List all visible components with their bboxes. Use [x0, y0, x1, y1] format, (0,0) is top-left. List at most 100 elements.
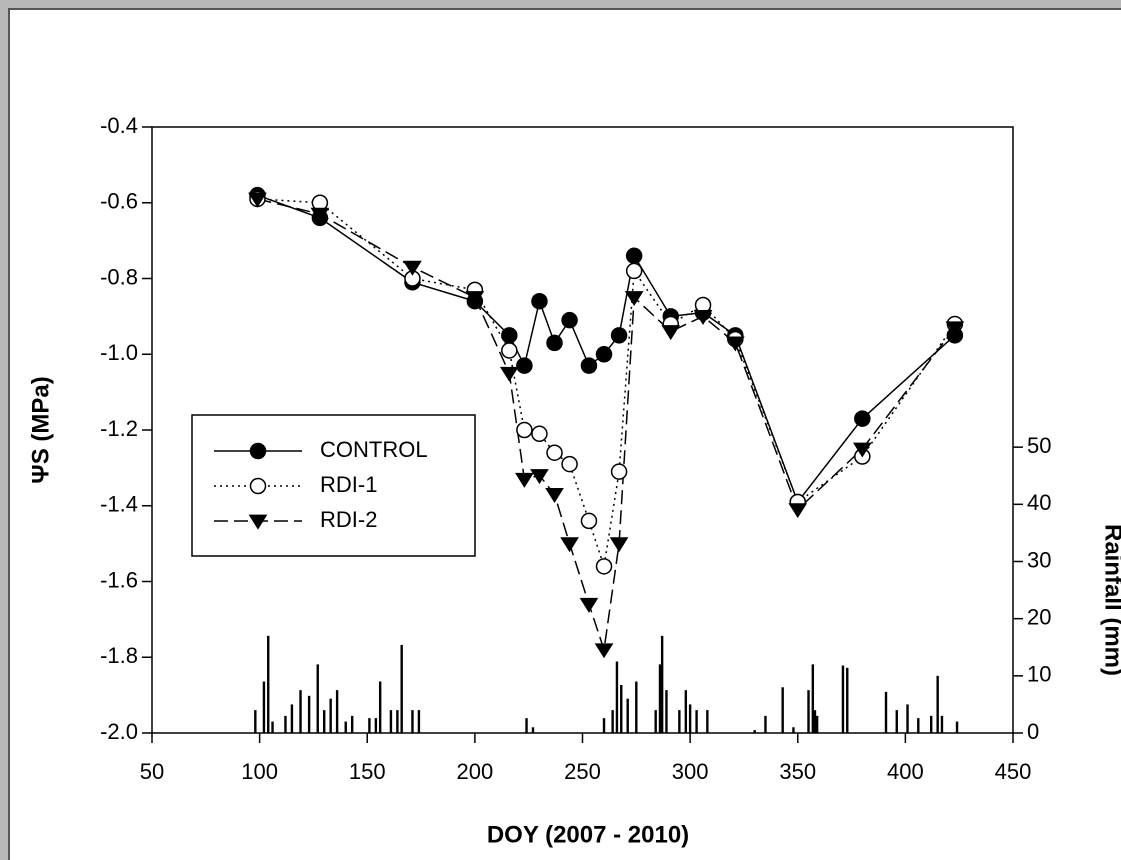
y-tick-label: -1.8	[100, 643, 138, 668]
rain-bar	[955, 721, 959, 733]
rain-bar	[307, 695, 311, 733]
rain-bar	[344, 721, 347, 733]
rain-bar	[936, 675, 939, 733]
rain-bar	[841, 665, 845, 733]
rain-bar	[665, 690, 668, 733]
marker	[625, 262, 643, 280]
marker	[310, 207, 330, 223]
marker	[625, 247, 643, 265]
rain-bar	[329, 698, 332, 733]
marker	[403, 260, 422, 276]
rain-bar	[323, 710, 326, 733]
y-tick-label: -0.8	[100, 264, 138, 289]
y2-tick-label: 40	[1027, 490, 1051, 515]
rain-bar	[906, 704, 909, 733]
rain-bar	[688, 704, 692, 733]
rain-bar	[615, 661, 619, 733]
rain-bar	[602, 718, 606, 733]
rain-bar	[884, 691, 888, 733]
rain-bar	[400, 644, 403, 733]
marker	[531, 292, 548, 310]
marker	[580, 512, 598, 530]
marker	[610, 327, 628, 344]
y2-axis-label: Rainfall (mm)	[1100, 524, 1121, 676]
rain-bar	[792, 727, 795, 733]
marker	[515, 472, 534, 488]
marker	[624, 291, 644, 307]
rain-bar	[350, 715, 354, 733]
x-tick-label: 50	[140, 759, 164, 784]
y2-tick-label: 10	[1027, 662, 1051, 687]
rain-bar	[917, 718, 920, 733]
marker	[595, 346, 613, 363]
rain-bar	[678, 710, 681, 733]
rain-bar	[290, 704, 294, 733]
rain-bar	[267, 635, 270, 733]
rain-bar	[389, 710, 393, 733]
rain-bar	[706, 710, 709, 733]
x-tick-label: 200	[457, 759, 494, 784]
marker	[465, 291, 485, 307]
rain-bar	[417, 710, 421, 733]
marker	[561, 455, 578, 473]
rain-bar	[940, 715, 944, 733]
rain-bar	[654, 710, 657, 733]
y-tick-label: -1.2	[100, 416, 138, 441]
rain-bar	[811, 664, 815, 733]
marker	[579, 597, 599, 613]
marker	[594, 643, 614, 659]
rain-bar	[374, 718, 378, 733]
rain-bar	[753, 730, 756, 733]
legend-marker	[249, 477, 267, 495]
rain-bar	[368, 718, 371, 733]
y2-tick-label: 0	[1027, 719, 1039, 744]
marker	[945, 321, 965, 337]
x-tick-label: 300	[672, 759, 709, 784]
marker	[546, 444, 563, 461]
marker	[501, 342, 518, 359]
rain-bar	[660, 635, 664, 733]
rain-bar	[815, 715, 819, 733]
rain-bar	[695, 710, 698, 733]
legend-label: RDI-1	[320, 472, 377, 497]
x-tick-label: 400	[887, 759, 924, 784]
marker	[693, 310, 713, 325]
marker	[725, 336, 745, 352]
rain-bar	[335, 690, 339, 733]
x-tick-label: 450	[995, 759, 1032, 784]
rain-bar	[846, 667, 849, 733]
x-tick-label: 100	[241, 759, 278, 784]
legend-label: RDI-2	[320, 507, 377, 532]
y-tick-label: -2.0	[100, 719, 138, 744]
marker	[516, 357, 533, 374]
marker	[661, 325, 681, 341]
rain-bar	[299, 690, 302, 733]
marker	[501, 327, 518, 344]
rain-bar	[254, 710, 257, 733]
x-tick-label: 350	[779, 759, 816, 784]
marker	[530, 469, 549, 485]
rain-bar	[658, 664, 662, 733]
rain-bar	[684, 690, 688, 733]
rain-bar	[813, 710, 817, 733]
rain-bar	[316, 664, 319, 733]
rain-bar	[531, 727, 535, 733]
marker	[852, 442, 872, 458]
marker	[545, 488, 564, 504]
legend-label: CONTROL	[320, 437, 428, 462]
marker	[854, 410, 871, 427]
rain-bar	[626, 698, 629, 733]
y-tick-label: -1.0	[100, 340, 138, 365]
marker	[499, 366, 519, 382]
marker	[531, 425, 548, 443]
marker	[595, 558, 613, 575]
marker	[546, 334, 563, 352]
rain-bar	[396, 710, 399, 733]
marker	[560, 537, 579, 553]
marker	[516, 421, 533, 439]
rain-bar	[411, 710, 414, 733]
rain-bar	[611, 710, 614, 733]
marker	[580, 357, 598, 374]
